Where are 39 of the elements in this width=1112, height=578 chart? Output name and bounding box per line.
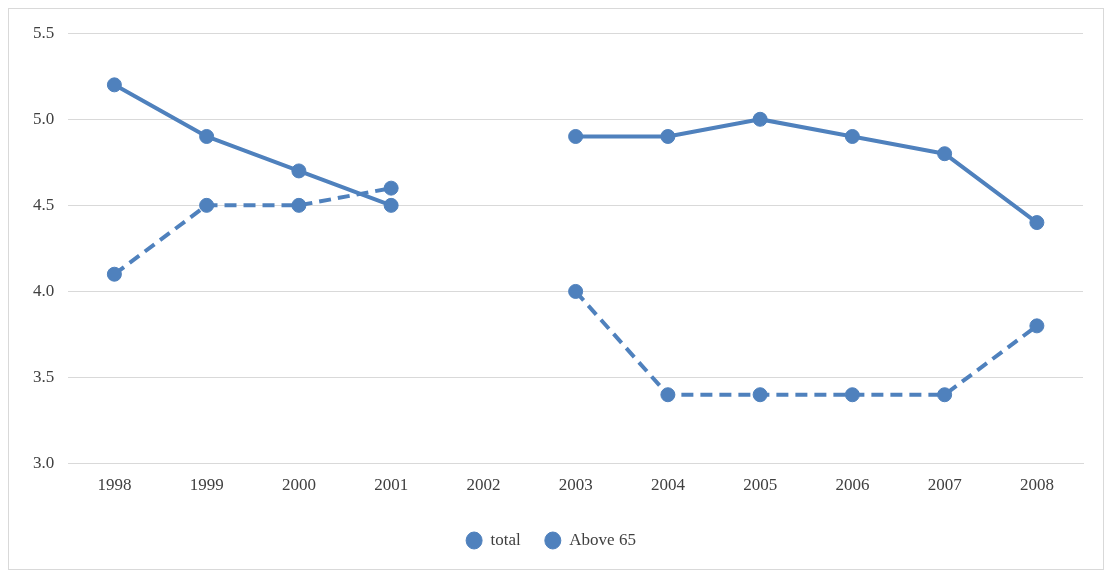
x-tick-label: 2000: [281, 475, 316, 495]
point: [660, 387, 676, 403]
point: [937, 146, 953, 162]
y-tick-label: 3.5: [33, 366, 55, 386]
legend-label: total: [490, 529, 522, 549]
point: [844, 387, 860, 403]
point: [199, 197, 215, 213]
y-tick-label: 3.0: [33, 453, 55, 473]
point: [660, 129, 676, 144]
y-tick-label: 4.0: [33, 280, 55, 300]
x-tick-label: 2004: [650, 475, 686, 495]
y-tick-label: 4.5: [33, 194, 55, 214]
x-tick-label: 2005: [743, 475, 778, 495]
x-tick-label: 2003: [558, 475, 593, 495]
point: [568, 283, 584, 299]
point: [383, 197, 399, 213]
y-tick-label: 5.5: [33, 22, 55, 42]
point: [383, 180, 399, 196]
legend-label: Above 65: [569, 529, 636, 549]
point: [291, 197, 307, 213]
point: [937, 387, 953, 403]
point: [199, 129, 215, 144]
point: [1029, 215, 1045, 231]
x-tick-label: 2006: [835, 475, 870, 495]
x-tick-label: 2007: [927, 475, 963, 495]
point: [106, 77, 122, 93]
x-tick-label: 1998: [97, 475, 132, 495]
point: [106, 266, 122, 282]
x-tick-label: 2008: [1019, 475, 1054, 495]
x-tick-label: 2001: [374, 475, 409, 495]
x-tick-label: 1999: [189, 475, 224, 495]
y-tick-label: 5.0: [33, 108, 55, 128]
point: [844, 129, 860, 144]
point: [1029, 318, 1045, 334]
x-tick-label: 2002: [466, 475, 501, 495]
point: [752, 111, 768, 127]
point: [568, 129, 584, 144]
point: [752, 387, 768, 403]
point: [291, 163, 307, 179]
